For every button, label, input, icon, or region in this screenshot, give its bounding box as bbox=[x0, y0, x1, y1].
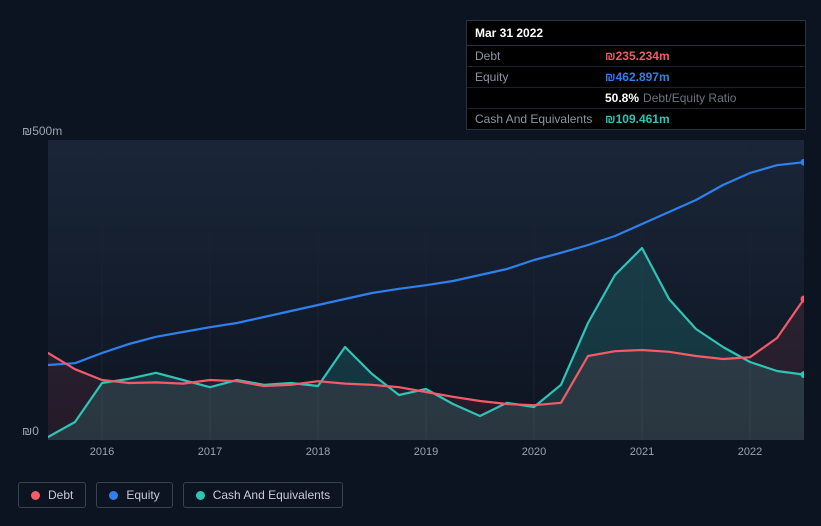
y-axis-tick-max: ₪500m bbox=[22, 124, 62, 138]
legend-item-cash-and-equivalents[interactable]: Cash And Equivalents bbox=[183, 482, 343, 508]
chart-legend: Debt Equity Cash And Equivalents bbox=[18, 482, 343, 508]
legend-item-debt[interactable]: Debt bbox=[18, 482, 86, 508]
tooltip-row: Cash And Equivalents₪109.461m bbox=[467, 109, 805, 129]
tooltip-row: Equity₪462.897m bbox=[467, 67, 805, 88]
legend-label: Equity bbox=[126, 488, 159, 502]
tooltip-row-label: Debt bbox=[475, 49, 605, 63]
x-axis-tick: 2016 bbox=[90, 446, 114, 458]
x-axis-tick: 2021 bbox=[630, 446, 654, 458]
legend-label: Cash And Equivalents bbox=[213, 488, 330, 502]
y-axis-tick-min: ₪0 bbox=[22, 424, 39, 438]
legend-swatch bbox=[31, 491, 40, 500]
tooltip-row-value: ₪235.234m bbox=[605, 49, 670, 63]
tooltip-row: Debt₪235.234m bbox=[467, 46, 805, 67]
x-axis-tick: 2022 bbox=[738, 446, 762, 458]
chart-plot-area bbox=[48, 140, 804, 440]
legend-swatch bbox=[196, 491, 205, 500]
tooltip-date: Mar 31 2022 bbox=[467, 21, 805, 46]
x-axis-tick: 2018 bbox=[306, 446, 330, 458]
tooltip-row-value: ₪109.461m bbox=[605, 112, 670, 126]
legend-swatch bbox=[109, 491, 118, 500]
tooltip-row: 50.8%Debt/Equity Ratio bbox=[467, 88, 805, 109]
tooltip-row-value: ₪462.897m bbox=[605, 70, 670, 84]
tooltip-row-label: Cash And Equivalents bbox=[475, 112, 605, 126]
x-axis-tick: 2017 bbox=[198, 446, 222, 458]
x-axis: 2016 2017 2018 2019 2020 2021 2022 bbox=[48, 446, 804, 462]
tooltip-row-label bbox=[475, 91, 605, 105]
legend-item-equity[interactable]: Equity bbox=[96, 482, 172, 508]
x-axis-tick: 2019 bbox=[414, 446, 438, 458]
tooltip-row-ratio: 50.8%Debt/Equity Ratio bbox=[605, 91, 736, 105]
chart-svg bbox=[48, 140, 804, 440]
x-axis-tick: 2020 bbox=[522, 446, 546, 458]
chart-tooltip: Mar 31 2022 Debt₪235.234mEquity₪462.897m… bbox=[466, 20, 806, 130]
tooltip-row-label: Equity bbox=[475, 70, 605, 84]
legend-label: Debt bbox=[48, 488, 73, 502]
